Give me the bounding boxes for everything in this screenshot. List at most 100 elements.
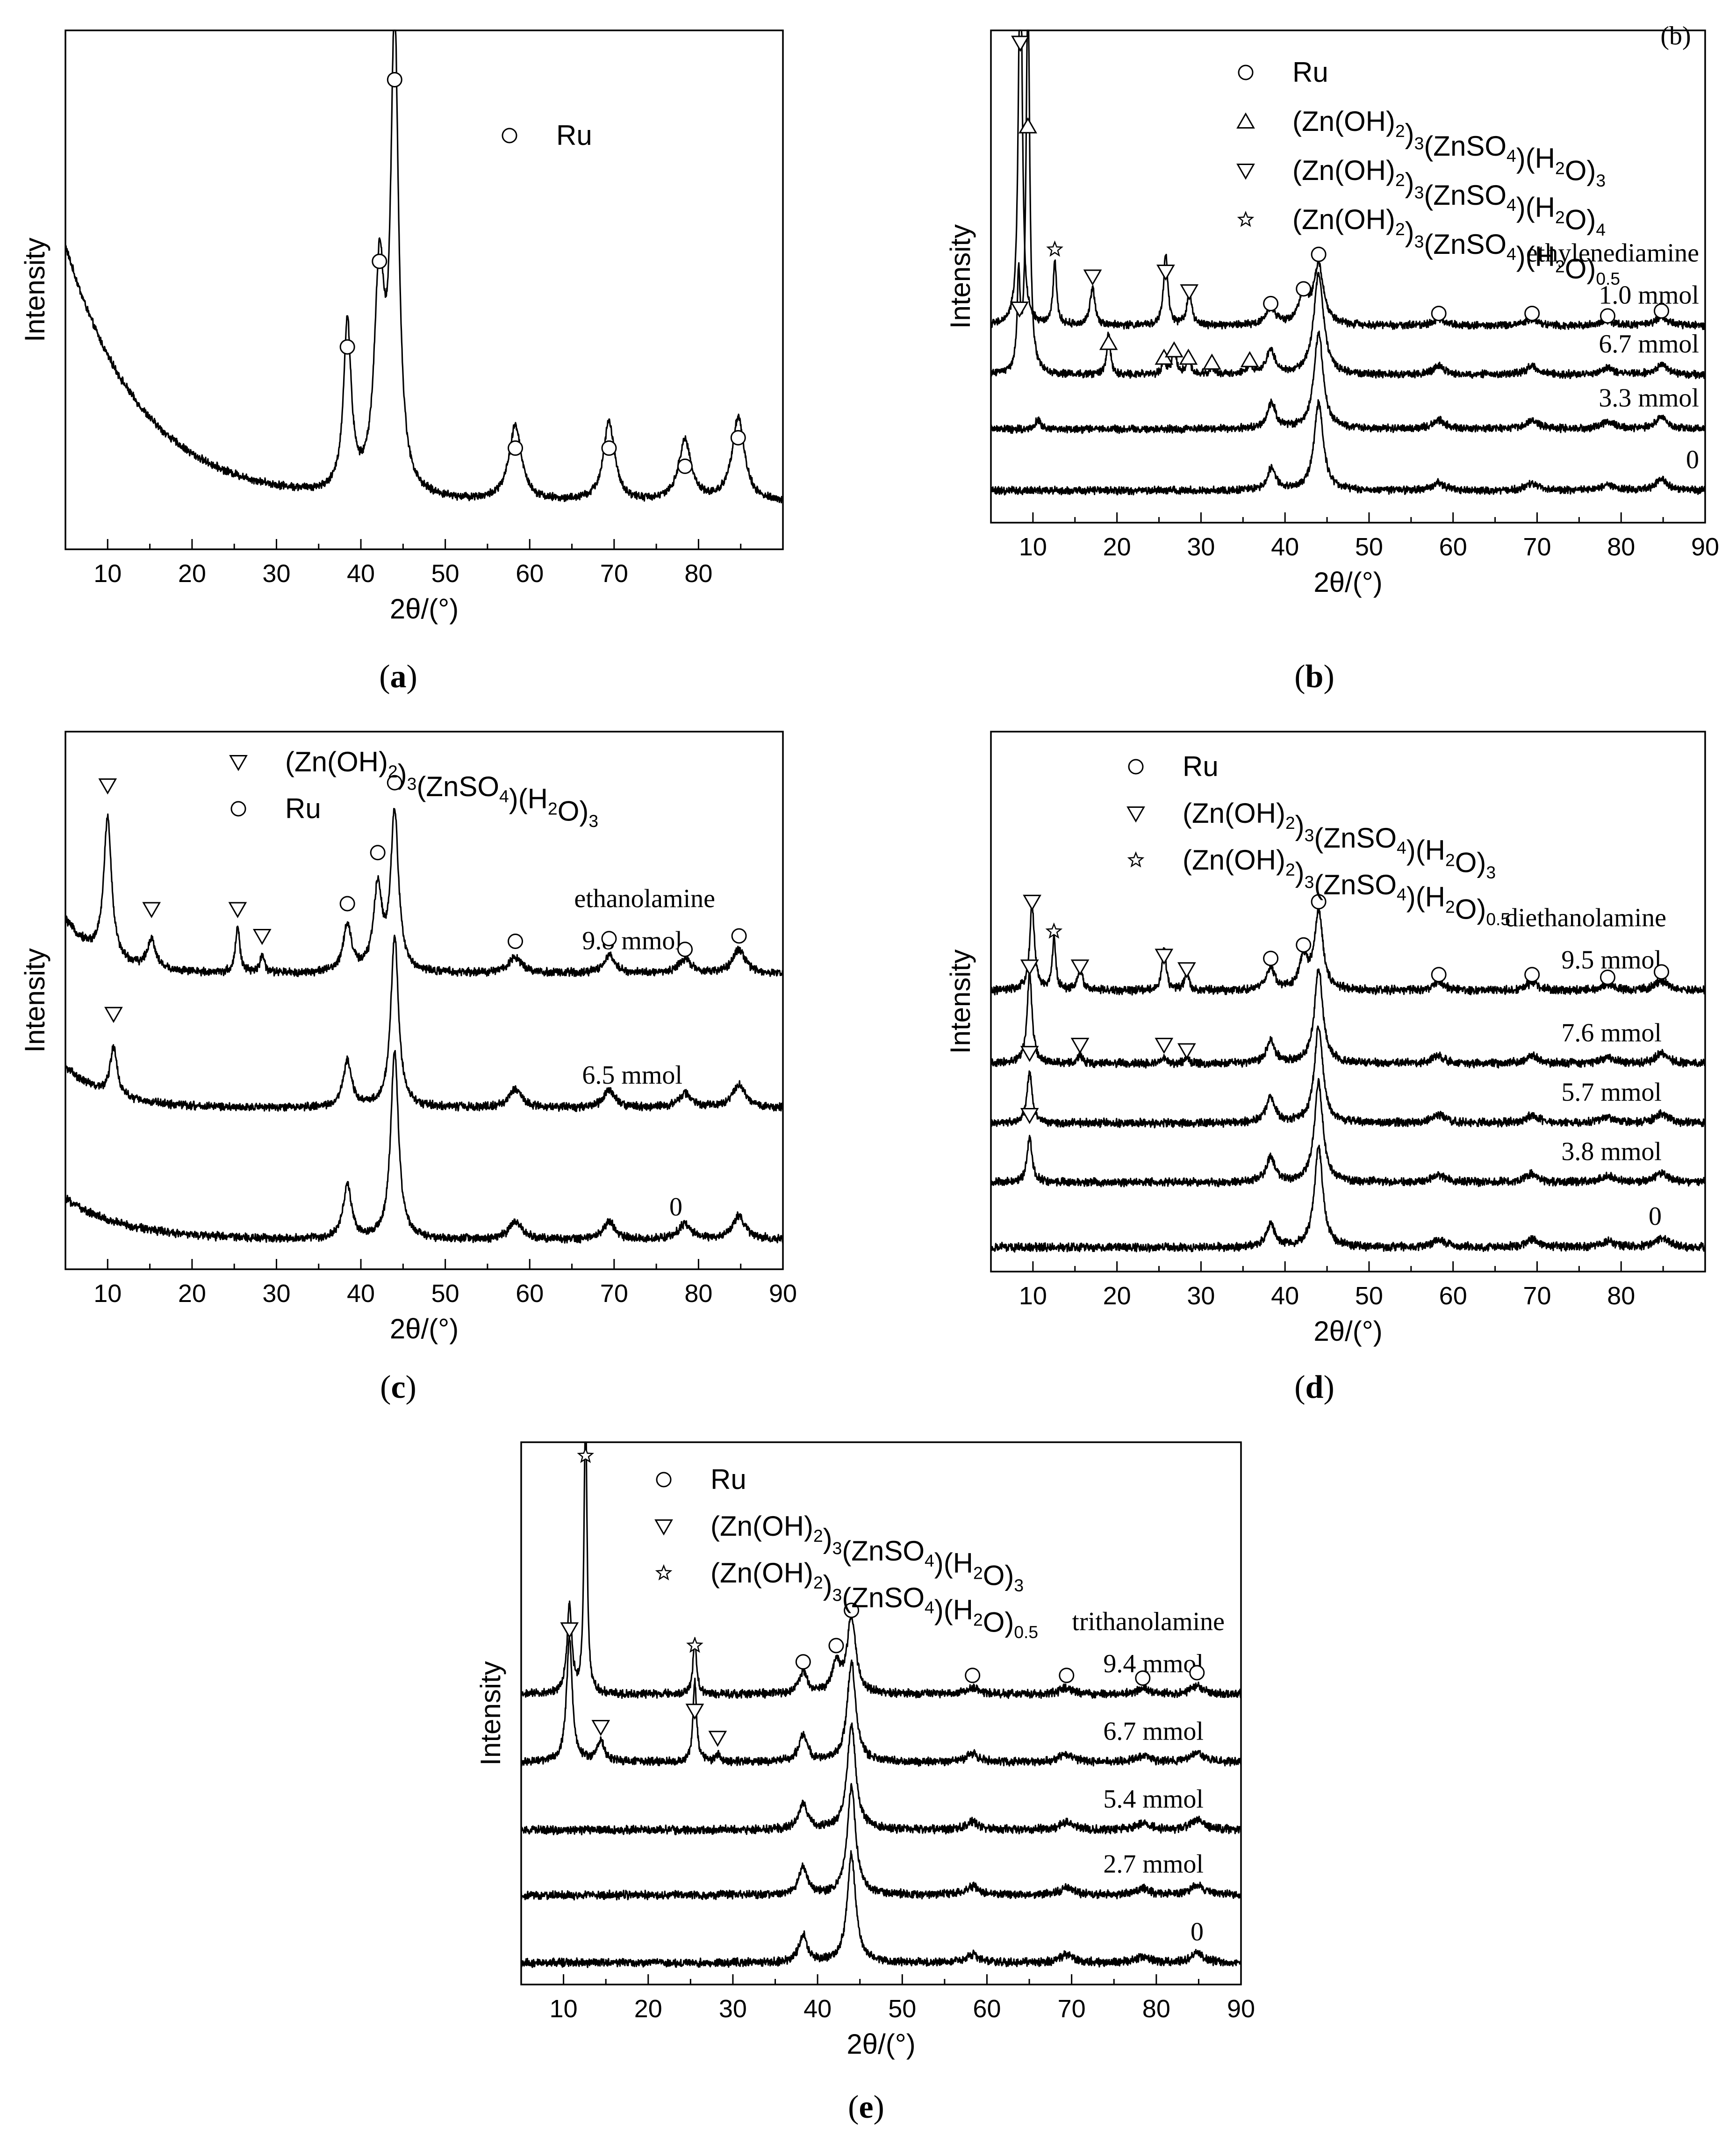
- x-tick-label-d-5: 60: [1439, 1282, 1467, 1310]
- panel-tag-b: (b): [1660, 22, 1691, 50]
- peak-marker-d-17: [1020, 1108, 1039, 1124]
- series-line-d-0: [990, 905, 1706, 996]
- peak-marker-b-19: [1240, 351, 1259, 367]
- chart-panel-b: 1.0 mmol 6.7 mmol 3.3 mmol 0 ethylenediamine…: [945, 22, 1719, 695]
- peak-marker-b-5: [1156, 264, 1175, 281]
- legend-label-b-2: (Zn(OH)2)3(ZnSO4)(H2O)4: [1292, 155, 1606, 239]
- peak-marker-e-4: [828, 1638, 844, 1654]
- legend-marker-b-0: [1238, 65, 1254, 80]
- peak-marker-e-10: [591, 1720, 610, 1736]
- legend-marker-e-1: [654, 1519, 673, 1536]
- x-tick-label-a-2: 30: [262, 560, 290, 588]
- series-label-d-1: 7.6 mmol: [1561, 1018, 1662, 1047]
- peak-marker-d-15: [1177, 1043, 1196, 1059]
- peak-marker-b-9: [1311, 246, 1327, 262]
- legend-label-a-0: Ru: [556, 120, 592, 151]
- peak-marker-d-5: [1263, 950, 1279, 966]
- peak-marker-e-8: [1135, 1670, 1151, 1686]
- x-tick-label-a-6: 70: [600, 560, 628, 588]
- x-axis-label-e: 2θ/(°): [846, 2028, 915, 2060]
- series-label-b-0: 1.0 mmol: [1599, 280, 1699, 309]
- x-tick-label-b-0: 10: [1019, 533, 1047, 561]
- amine-label-e: trithanolamine: [1072, 1607, 1225, 1636]
- panel-caption-a: (a): [379, 659, 417, 695]
- legend-marker-b-1: [1236, 112, 1255, 129]
- peak-marker-b-0: [1011, 36, 1030, 52]
- x-tick-label-b-3: 40: [1271, 533, 1299, 561]
- series-line-a-0: [65, 29, 784, 503]
- peak-marker-c-3: [252, 929, 272, 945]
- legend-label-c-0: (Zn(OH)2)3(ZnSO4)(H2O)3: [285, 746, 598, 831]
- peak-marker-a-2: [339, 339, 355, 355]
- x-tick-label-c-3: 40: [347, 1280, 375, 1308]
- y-axis-label-c: Intensity: [19, 948, 50, 1052]
- x-tick-label-c-7: 80: [684, 1280, 712, 1308]
- peak-marker-d-1: [1045, 922, 1063, 939]
- peak-marker-c-7: [508, 934, 524, 949]
- x-tick-label-d-6: 70: [1523, 1282, 1551, 1310]
- series-line-b-3: [990, 399, 1706, 496]
- peak-marker-b-16: [1165, 341, 1184, 358]
- peak-marker-d-2: [1070, 959, 1090, 976]
- legend-label-b-3: (Zn(OH)2)3(ZnSO4)(H2O)0.5: [1292, 204, 1620, 288]
- peak-marker-d-9: [1524, 967, 1540, 983]
- peak-marker-c-6: [387, 775, 402, 791]
- chart-panel-c: 9.8 mmol 6.5 mmol 0 ethanolamine 10 20 30 40 50 6…: [19, 731, 797, 1405]
- legend-label-b-0: Ru: [1292, 57, 1328, 88]
- series-line-e-2: [520, 1722, 1242, 1835]
- peak-marker-d-0: [1023, 894, 1041, 911]
- series-label-b-1: 6.7 mmol: [1599, 330, 1699, 359]
- peak-marker-b-12: [1600, 308, 1615, 324]
- legend-label-c-1: Ru: [285, 793, 321, 824]
- x-tick-label-b-5: 60: [1439, 533, 1467, 561]
- x-tick-label-d-4: 50: [1355, 1282, 1383, 1310]
- y-axis-label-b: Intensity: [945, 224, 976, 329]
- legend-marker-d-0: [1128, 759, 1144, 775]
- x-tick-label-b-2: 30: [1187, 533, 1215, 561]
- series-label-d-4: 0: [1649, 1202, 1662, 1231]
- x-axis-label-a: 2θ/(°): [390, 593, 459, 625]
- peak-marker-a-0: [387, 72, 402, 87]
- peak-marker-e-2: [686, 1636, 703, 1653]
- series-label-e-4: 0: [1191, 1918, 1204, 1947]
- peak-marker-b-8: [1296, 281, 1312, 297]
- series-label-e-3: 2.7 mmol: [1103, 1850, 1204, 1879]
- x-tick-label-a-1: 20: [178, 560, 206, 588]
- x-tick-label-d-0: 10: [1019, 1282, 1047, 1310]
- series-line-b-2: [990, 331, 1706, 434]
- legend-marker-a-0: [502, 128, 517, 144]
- series-label-c-0: 9.8 mmol: [582, 927, 682, 956]
- peak-marker-a-5: [677, 458, 693, 474]
- amine-label-b: ethylenediamine: [1526, 238, 1699, 267]
- x-tick-label-b-8: 90: [1691, 533, 1719, 561]
- peak-marker-d-4: [1177, 962, 1196, 978]
- peak-marker-d-12: [1020, 959, 1039, 976]
- series-line-b-0: [990, 29, 1706, 331]
- peak-marker-d-11: [1654, 964, 1670, 980]
- peak-marker-c-8: [601, 931, 617, 947]
- x-axis-label-c: 2θ/(°): [390, 1313, 459, 1345]
- x-tick-label-b-1: 20: [1103, 533, 1131, 561]
- peak-marker-c-11: [104, 1007, 123, 1023]
- legend-marker-b-2: [1236, 164, 1255, 180]
- peak-marker-e-11: [685, 1704, 704, 1720]
- panel-caption-c: (c): [380, 1369, 416, 1405]
- plot-frame-a: [65, 29, 784, 550]
- plot-frame-e: [520, 1441, 1242, 1985]
- series-line-c-1: [65, 935, 784, 1112]
- panel-caption-d: (d): [1294, 1369, 1334, 1405]
- peak-marker-b-6: [1180, 284, 1199, 301]
- series-line-c-0: [65, 808, 784, 978]
- series-line-d-3: [990, 1078, 1706, 1187]
- peak-marker-e-12: [708, 1731, 727, 1747]
- amine-label-d: diethanolamine: [1505, 903, 1666, 932]
- x-tick-label-c-6: 70: [600, 1280, 628, 1308]
- x-tick-label-c-8: 90: [769, 1280, 797, 1308]
- legend-label-d-1: (Zn(OH)2)3(ZnSO4)(H2O)3: [1183, 798, 1496, 882]
- series-label-d-3: 3.8 mmol: [1561, 1137, 1662, 1166]
- legend-marker-c-1: [230, 801, 246, 817]
- legend-label-e-0: Ru: [710, 1464, 746, 1495]
- peak-marker-e-1: [560, 1622, 579, 1639]
- y-axis-label-d: Intensity: [945, 949, 976, 1054]
- x-axis-label-b: 2θ/(°): [1313, 567, 1382, 598]
